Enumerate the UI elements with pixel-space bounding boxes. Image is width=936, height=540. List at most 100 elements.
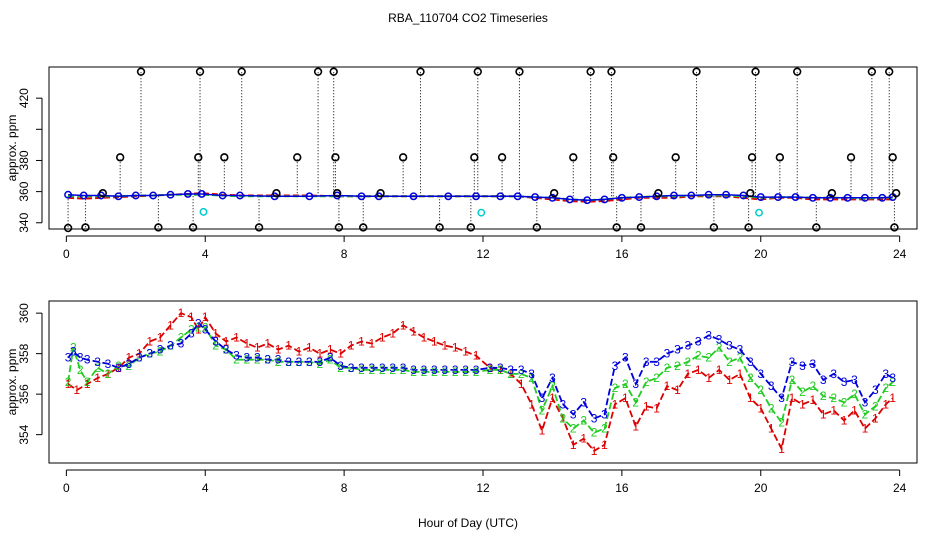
series-1-point-label: 1	[507, 367, 514, 381]
series-2-point-label: 2	[487, 363, 494, 377]
outlier-point	[775, 153, 785, 162]
series-2-point-label: 2	[601, 422, 608, 436]
series-3-point-label: 3	[653, 355, 660, 369]
series-3-point-label: 3	[126, 357, 133, 371]
series-1-point-label: 1	[830, 403, 837, 417]
series-2-point-label: 2	[316, 357, 323, 371]
series-2-point-label: 2	[441, 365, 448, 379]
outlier-point	[195, 67, 205, 76]
series-2-point-label: 2	[591, 426, 598, 440]
series-3-point	[409, 192, 418, 201]
series-1-point-label: 1	[653, 401, 660, 415]
x-tick-label: 0	[63, 481, 70, 495]
series-3-point-label: 3	[65, 351, 72, 365]
series-3-point-label: 3	[178, 337, 185, 351]
series-3-point-label: 3	[431, 363, 438, 377]
cyan-point	[199, 207, 208, 216]
series-2-point-label: 2	[389, 363, 396, 377]
series-3-point-label: 3	[612, 359, 619, 373]
series-2-point-label: 2	[549, 379, 556, 393]
series-2-point-label: 2	[94, 361, 101, 375]
series-2-point-label: 2	[889, 375, 896, 389]
series-3-point-label: 3	[768, 379, 775, 393]
x-tick-label: 12	[476, 247, 490, 261]
outlier-point	[515, 67, 524, 76]
outlier-point	[194, 153, 203, 162]
series-3-point-label: 3	[570, 407, 577, 421]
series-1-point-label: 1	[799, 397, 806, 411]
series-3-point-label: 3	[507, 363, 514, 377]
series-1-point-label: 1	[389, 326, 396, 340]
series-2-point-label: 2	[622, 377, 629, 391]
series-1-point-label: 1	[126, 351, 133, 365]
series-1-point-label: 1	[820, 407, 827, 421]
series-3-point	[513, 192, 522, 201]
series-2-point-label: 2	[223, 343, 230, 357]
outlier-point	[293, 153, 302, 162]
series-3-point-label: 3	[316, 355, 323, 369]
series-2-point-label: 2	[830, 391, 837, 405]
outlier-point	[398, 153, 408, 162]
x-axis-label: Hour of Day (UTC)	[418, 516, 518, 530]
series-1-point-label: 1	[768, 422, 775, 436]
series-2-point-label: 2	[167, 339, 174, 353]
series-2-point-label: 2	[400, 363, 407, 377]
outlier-point	[671, 153, 680, 162]
series-3-point-label: 3	[167, 339, 174, 353]
outlier-point	[154, 223, 163, 232]
series-3-point-label: 3	[77, 351, 84, 365]
outlier-point	[846, 153, 856, 162]
series-2-point-label: 2	[664, 361, 671, 375]
series-1-point-label: 1	[146, 335, 153, 349]
series-1-point-label: 1	[296, 345, 303, 359]
series-3-point	[531, 193, 540, 202]
outlier-point	[608, 153, 618, 162]
series-2-point-label: 2	[539, 403, 546, 417]
series-2-point-label: 2	[327, 353, 334, 367]
series-1-point-label: 1	[84, 377, 91, 391]
series-1-point-label: 1	[254, 341, 261, 355]
outlier-point	[497, 153, 507, 162]
y-tick-label: 356	[17, 384, 31, 404]
series-3-point-label: 3	[296, 355, 303, 369]
outlier-point	[744, 223, 753, 232]
series-3-point-label: 3	[487, 361, 494, 375]
series-1-point-label: 1	[591, 444, 598, 458]
outlier-point	[416, 67, 425, 76]
series-2-point-label: 2	[452, 365, 459, 379]
outlier-point	[470, 153, 479, 162]
bottom-panel-y-axis: 354 356 358 360	[17, 303, 43, 445]
series-2-point-label: 2	[212, 339, 219, 353]
series-3-point	[472, 192, 481, 201]
bottom-panel-frame	[48, 300, 918, 464]
series-2-point-label: 2	[747, 371, 754, 385]
series-2-point-label: 2	[306, 355, 313, 369]
series-1-point-label: 1	[178, 306, 185, 320]
series-1-point-label: 1	[157, 330, 164, 344]
outlier-point	[549, 188, 559, 198]
series-3-point	[756, 193, 765, 202]
series-1-point-label: 1	[473, 349, 480, 363]
cyan-point	[755, 208, 763, 217]
series-1-point-label: 1	[851, 403, 858, 417]
outlier-point	[220, 153, 229, 162]
series-1-point-label: 1	[560, 411, 567, 425]
outlier-point	[827, 188, 837, 198]
series-1-point-label: 1	[643, 399, 650, 413]
x-tick-label: 20	[754, 247, 768, 261]
series-2-point-label: 2	[799, 385, 806, 399]
x-tick-label: 20	[754, 481, 768, 495]
series-1-point-label: 1	[379, 330, 386, 344]
series-3-point-label: 3	[778, 391, 785, 405]
series-3-point	[722, 190, 730, 199]
series-3-point-label: 3	[497, 361, 504, 375]
series-2-point-label: 2	[296, 355, 303, 369]
outlier-point	[890, 223, 899, 232]
series-3-point-label: 3	[799, 359, 806, 373]
series-3-point	[739, 191, 748, 200]
series-3-point	[791, 193, 800, 202]
series-3-point-label: 3	[379, 361, 386, 375]
x-tick-label: 4	[202, 247, 209, 261]
outlier-point	[435, 223, 444, 232]
series-1-point-label: 1	[757, 401, 764, 415]
